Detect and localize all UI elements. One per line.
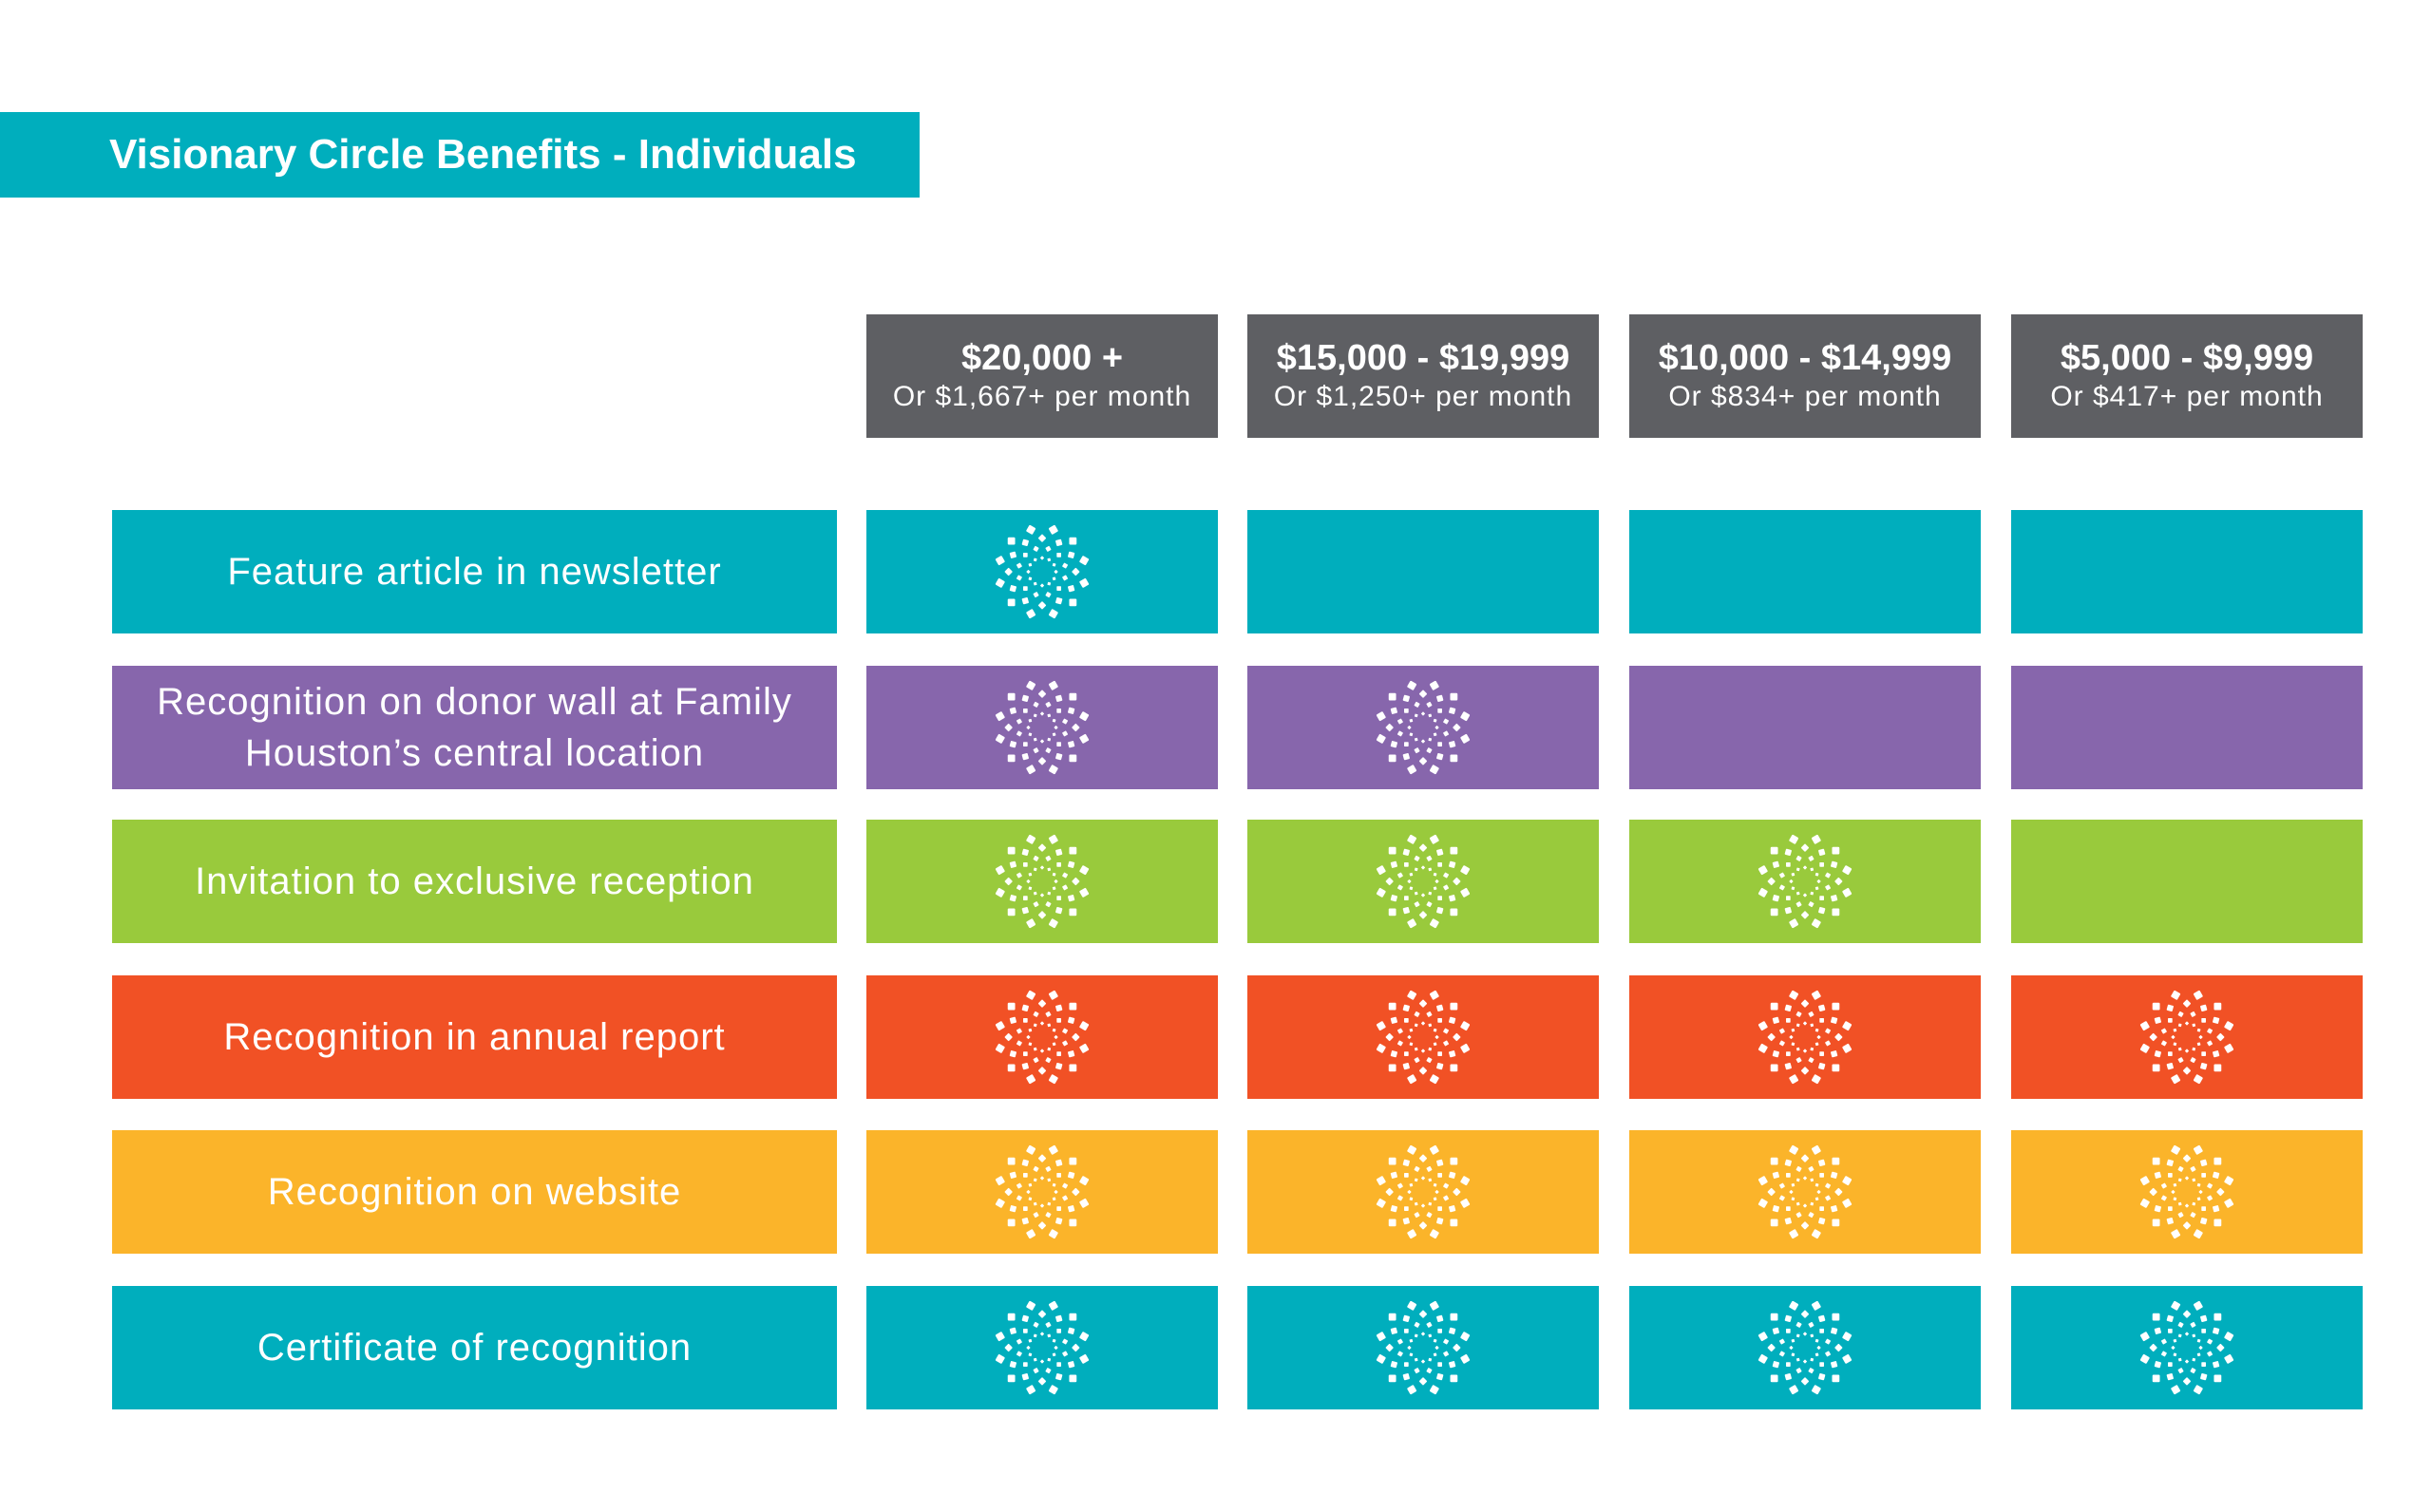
benefit-cell-included — [2011, 1130, 2363, 1254]
tier-monthly: Or $834+ per month — [1668, 381, 1942, 412]
benefit-cell-included — [866, 1130, 1218, 1254]
flower-burst-icon — [1376, 834, 1471, 929]
flower-burst-icon — [995, 834, 1090, 929]
flower-burst-icon — [1758, 834, 1852, 929]
tier-header: $5,000 - $9,999 Or $417+ per month — [2011, 314, 2363, 438]
flower-burst-icon — [995, 990, 1090, 1085]
flower-burst-icon — [995, 524, 1090, 619]
tier-monthly: Or $1,250+ per month — [1273, 381, 1573, 412]
benefit-cell-empty — [1629, 510, 1981, 633]
benefit-cell-included — [866, 510, 1218, 633]
page-title: Visionary Circle Benefits - Individuals — [0, 112, 920, 198]
benefit-cell-empty — [2011, 820, 2363, 943]
benefit-cell-empty — [1247, 510, 1599, 633]
benefit-cell-empty — [2011, 666, 2363, 789]
flower-burst-icon — [1758, 1144, 1852, 1239]
benefit-cell-included — [2011, 975, 2363, 1099]
flower-burst-icon — [1376, 1144, 1471, 1239]
benefit-label: Recognition in annual report — [112, 975, 837, 1099]
benefit-label: Certificate of recognition — [112, 1286, 837, 1409]
benefit-cell-included — [1247, 1286, 1599, 1409]
benefit-cell-included — [1629, 1286, 1981, 1409]
benefit-cell-empty — [1629, 666, 1981, 789]
benefit-cell-included — [1247, 1130, 1599, 1254]
tier-amount: $20,000 + — [960, 338, 1124, 378]
benefit-cell-included — [866, 1286, 1218, 1409]
tier-header: $10,000 - $14,999 Or $834+ per month — [1629, 314, 1981, 438]
benefit-cell-included — [1629, 1130, 1981, 1254]
flower-burst-icon — [2139, 990, 2234, 1085]
tier-header: $20,000 + Or $1,667+ per month — [866, 314, 1218, 438]
flower-burst-icon — [995, 1144, 1090, 1239]
tier-amount: $15,000 - $19,999 — [1276, 338, 1570, 378]
benefit-label: Recognition on donor wall at Family Hous… — [112, 666, 837, 789]
benefit-cell-included — [1247, 975, 1599, 1099]
flower-burst-icon — [1376, 680, 1471, 775]
tier-amount: $10,000 - $14,999 — [1658, 338, 1952, 378]
flower-burst-icon — [1758, 990, 1852, 1085]
flower-burst-icon — [1376, 1300, 1471, 1395]
benefit-cell-included — [2011, 1286, 2363, 1409]
benefit-cell-empty — [2011, 510, 2363, 633]
flower-burst-icon — [995, 1300, 1090, 1395]
benefit-cell-included — [1629, 975, 1981, 1099]
benefit-cell-included — [866, 975, 1218, 1099]
benefit-cell-included — [866, 666, 1218, 789]
benefit-cell-included — [866, 820, 1218, 943]
benefit-cell-included — [1247, 666, 1599, 789]
tier-monthly: Or $1,667+ per month — [892, 381, 1192, 412]
tier-header: $15,000 - $19,999 Or $1,250+ per month — [1247, 314, 1599, 438]
flower-burst-icon — [1376, 990, 1471, 1085]
flower-burst-icon — [2139, 1144, 2234, 1239]
tier-amount: $5,000 - $9,999 — [2060, 338, 2314, 378]
tier-monthly: Or $417+ per month — [2050, 381, 2324, 412]
flower-burst-icon — [995, 680, 1090, 775]
benefit-label: Invitation to exclusive reception — [112, 820, 837, 943]
benefit-label: Feature article in newsletter — [112, 510, 837, 633]
benefit-label: Recognition on website — [112, 1130, 837, 1254]
benefit-cell-included — [1247, 820, 1599, 943]
flower-burst-icon — [1758, 1300, 1852, 1395]
flower-burst-icon — [2139, 1300, 2234, 1395]
benefit-cell-included — [1629, 820, 1981, 943]
